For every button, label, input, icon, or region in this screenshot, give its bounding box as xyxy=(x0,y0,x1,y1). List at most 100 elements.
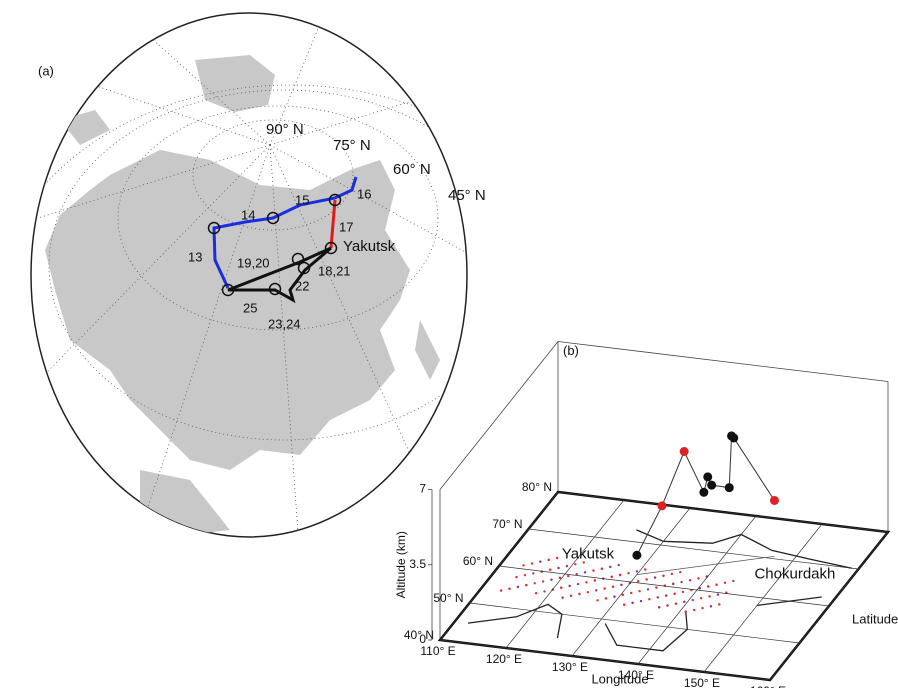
fire-dot xyxy=(699,597,703,600)
x-tick-label: 160° E xyxy=(750,684,786,688)
fire-dot xyxy=(644,568,647,571)
track-point xyxy=(707,480,717,490)
fire-dot xyxy=(664,594,668,597)
fire-dot xyxy=(575,573,578,576)
fire-dot xyxy=(617,563,620,567)
fire-dot xyxy=(645,578,648,581)
day-label: 23,24 xyxy=(268,316,301,331)
y-tick-label: 70° N xyxy=(492,517,522,531)
fire-dot xyxy=(534,592,538,595)
fire-dot xyxy=(578,592,581,596)
fire-dot xyxy=(613,595,616,598)
track-point xyxy=(657,501,667,511)
lat-label: 90° N xyxy=(266,121,304,138)
panel-b: 110° E 120° E 130° E 140° E 150° E 160° E 40° … xyxy=(394,341,898,688)
fire-dot xyxy=(583,571,587,574)
fire-dot xyxy=(656,596,659,599)
fire-dot xyxy=(582,561,585,564)
fire-dot xyxy=(715,583,718,586)
lat-label: 60° N xyxy=(393,161,431,178)
city-label: Yakutsk xyxy=(562,546,615,563)
fire-dot xyxy=(508,587,511,590)
lat-label: 75° N xyxy=(333,137,371,154)
day-label: 25 xyxy=(243,300,257,315)
fire-dot xyxy=(618,573,622,577)
fire-dot xyxy=(541,580,545,583)
day-label: 17 xyxy=(339,219,353,234)
fire-dot xyxy=(499,589,503,592)
fire-dot xyxy=(525,583,528,587)
fire-dot xyxy=(560,586,563,589)
track-point xyxy=(699,487,709,497)
fire-dot xyxy=(627,571,630,575)
day-label: 15 xyxy=(295,192,309,207)
box-edge xyxy=(439,341,559,490)
ground-track xyxy=(636,555,775,575)
fire-dot xyxy=(684,610,687,613)
fire-dot xyxy=(561,596,564,599)
fire-dot xyxy=(522,564,525,567)
lat-label: 45° N xyxy=(448,187,486,204)
fire-dot xyxy=(662,574,665,577)
fire-dot xyxy=(630,591,633,595)
fire-dot xyxy=(718,603,721,606)
fire-dot xyxy=(603,587,606,590)
fire-dot xyxy=(592,569,595,572)
fire-dot xyxy=(657,606,661,609)
day-label: 13 xyxy=(188,249,202,264)
panel-label: (a) xyxy=(38,63,54,78)
y-tick-label: 50° N xyxy=(433,591,463,605)
fire-dot xyxy=(558,576,562,580)
x-tick-label: 140° E xyxy=(618,668,654,682)
fire-dot xyxy=(709,605,713,608)
city-label: Yakutsk xyxy=(343,238,396,255)
panel-label: (b) xyxy=(563,343,579,358)
grid-line xyxy=(528,528,859,570)
fire-dot xyxy=(548,568,552,571)
fire-dot xyxy=(648,598,651,601)
z-tick-label: 0 xyxy=(419,632,426,646)
track-point xyxy=(729,433,739,443)
grid-line xyxy=(469,602,800,644)
z-axis-title: Altitude (km) xyxy=(394,531,408,598)
fire-dot xyxy=(586,590,590,594)
fire-dot xyxy=(622,603,626,606)
fire-dot xyxy=(635,570,639,573)
day-label: 14 xyxy=(241,207,255,222)
fire-dot xyxy=(596,599,599,602)
fire-dot xyxy=(639,599,643,603)
y-tick-label: 40° N xyxy=(404,628,434,642)
fire-dot xyxy=(574,563,577,566)
fire-dot xyxy=(670,572,674,576)
fire-dot xyxy=(681,590,685,594)
fire-dot xyxy=(620,583,623,587)
fire-dot xyxy=(555,556,559,560)
fire-dot xyxy=(585,581,588,584)
day-label: 16 xyxy=(357,186,371,201)
x-tick-label: 110° E xyxy=(420,644,455,658)
fire-dot xyxy=(666,604,669,607)
fire-dot xyxy=(708,595,711,598)
grid-line xyxy=(498,565,830,607)
fire-dot xyxy=(672,582,675,586)
fire-dot xyxy=(611,585,615,588)
fire-dot xyxy=(609,565,612,569)
fire-dot xyxy=(523,574,527,577)
track-point xyxy=(679,447,689,457)
fire-dot xyxy=(653,576,657,579)
globe xyxy=(30,12,468,538)
fire-dot xyxy=(576,582,580,586)
track-point xyxy=(769,495,779,505)
x-tick-label: 150° E xyxy=(684,676,720,688)
fire-dot xyxy=(637,580,640,583)
fire-dot xyxy=(732,579,735,583)
day-label: 19,20 xyxy=(237,255,270,270)
box-edge xyxy=(557,341,889,382)
fire-dot xyxy=(723,581,727,585)
day-label: 22 xyxy=(295,278,309,293)
fire-dot xyxy=(543,590,546,593)
fire-dot xyxy=(532,572,535,575)
track-point xyxy=(632,550,642,560)
fire-dot xyxy=(550,578,553,581)
